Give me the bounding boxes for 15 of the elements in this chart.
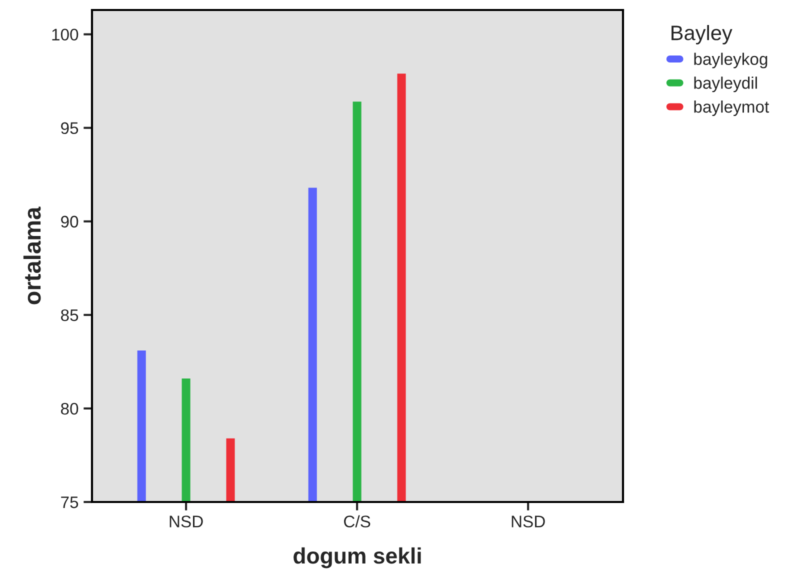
legend-label: bayleykog [694, 52, 768, 68]
y-tick-label: 90 [61, 216, 78, 228]
x-tick-label: C/S [344, 515, 370, 528]
y-axis-title: ortalama [23, 206, 41, 304]
x-tick-label: NSD [170, 516, 203, 528]
legend-label: bayleydil [694, 76, 757, 92]
legend-title: Bayley [672, 25, 732, 44]
y-tick-label: 80 [60, 402, 78, 415]
y-tick-label: 75 [61, 496, 78, 508]
y-tick-label: 85 [60, 309, 78, 322]
y-tick-label: 95 [61, 122, 78, 134]
y-tick-label: 100 [52, 28, 78, 41]
x-tick-label: NSD [512, 516, 545, 528]
legend-label: bayleymot [694, 100, 770, 116]
x-axis-title: dogum sekli [294, 547, 421, 568]
